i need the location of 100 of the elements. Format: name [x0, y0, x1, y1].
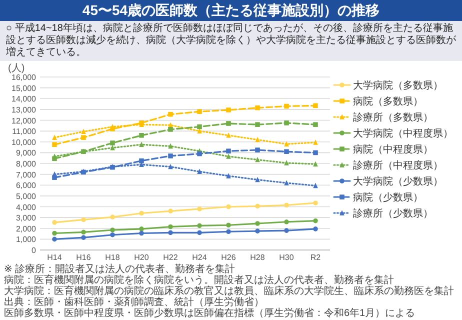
point [284, 160, 289, 166]
y-tick-label: 15,000 [12, 84, 37, 93]
point [284, 219, 289, 224]
legend-label: 大学病院（中程度県） [353, 128, 453, 140]
y-tick-label: 13,000 [12, 105, 37, 114]
x-tick-label: R2 [310, 253, 322, 262]
source-note: 出典：医師・歯科医師・薬剤師調査、統計（厚生労働省） [4, 297, 265, 308]
point [52, 220, 57, 225]
point [226, 154, 231, 159]
y-tick-label: 8,000 [16, 160, 37, 168]
point [197, 206, 202, 212]
point [284, 149, 289, 154]
chart-title: 45〜54歳の医師数（主たる従事施設別）の推移 [0, 0, 462, 21]
point [226, 229, 231, 234]
point [284, 228, 289, 233]
legend-label: 病院（多数県） [353, 96, 423, 108]
point [284, 141, 289, 146]
point [139, 226, 144, 232]
legend-label: 診療所（中程度県） [353, 160, 443, 172]
point [197, 168, 202, 174]
point [81, 128, 86, 134]
point [313, 161, 318, 166]
point [255, 136, 260, 142]
x-tick-label: H18 [105, 253, 120, 262]
point [139, 158, 144, 164]
point [313, 103, 318, 108]
point [197, 124, 202, 130]
point [226, 204, 231, 210]
point [81, 235, 86, 240]
point [197, 151, 202, 156]
legend-label: 大学病院（多数県） [353, 80, 443, 92]
point [52, 230, 57, 236]
point [52, 134, 57, 140]
legend-label: 病院（中程度県） [353, 144, 433, 156]
y-tick-label: 7,000 [16, 170, 37, 180]
point [255, 122, 260, 127]
point [284, 104, 289, 109]
point [313, 122, 318, 127]
point [110, 232, 115, 238]
point [255, 176, 260, 182]
point [197, 109, 202, 114]
legend-label: 診療所（少数県） [353, 208, 433, 220]
text: 大学病院：医育機関附属の病院の臨床系の教官又は教員、臨床系の大学院生、臨床系の勤務医を集計 [4, 286, 455, 297]
point [226, 148, 231, 154]
point [226, 132, 231, 138]
x-tick-label: H28 [250, 253, 266, 262]
legend-label: 診療所（多数県） [353, 112, 433, 124]
x-tick-label: H22 [163, 253, 178, 262]
point [284, 202, 289, 208]
point [110, 124, 115, 130]
point [255, 148, 260, 152]
x-tick-label: H30 [279, 253, 294, 262]
y-tick-label: 1,000 [16, 235, 37, 244]
point [226, 222, 231, 228]
point [168, 164, 173, 170]
point [226, 121, 231, 126]
point [313, 218, 318, 224]
point [139, 210, 144, 216]
y-tick-label: 12,000 [12, 116, 37, 126]
y-tick-label: 10,000 [12, 138, 37, 147]
point [255, 228, 260, 234]
point [226, 108, 231, 112]
point [81, 135, 86, 140]
point [313, 200, 318, 206]
point [168, 127, 173, 132]
point [313, 226, 318, 232]
point [313, 182, 318, 188]
point [110, 140, 115, 146]
point [255, 221, 260, 226]
x-tick-label: H26 [221, 253, 236, 262]
point [197, 223, 202, 228]
y-tick-label: 2,000 [16, 224, 37, 234]
chart-subtitle: ○ 平成14~18年頃は、病院と診療所で医師数はほぼ同じであったが、その後、診療所を主たる従事施設とする医師数は減少を続け、病院（大学病院を除く）や大学病院を主たる従事施設とする医師数が増えてきている。 [0, 21, 462, 61]
y-axis-title: (人) [8, 63, 25, 74]
point [255, 156, 260, 162]
point [284, 120, 289, 126]
legend-label: 病院（少数県） [353, 192, 423, 204]
y-tick-label: 14,000 [12, 94, 37, 104]
x-tick-label: H20 [134, 253, 150, 262]
point [52, 236, 57, 242]
point [197, 230, 202, 236]
y-tick-label: 4,000 [16, 202, 37, 212]
point [255, 204, 260, 209]
point [139, 142, 144, 147]
y-tick-label: 9,000 [16, 148, 37, 158]
point [81, 217, 86, 222]
y-tick-label: 16,000 [12, 73, 37, 82]
point [226, 173, 231, 178]
text: ※ 診療所：開設者又は法人の代表者、勤務者を集計 [4, 264, 236, 275]
text: 病院：医育機関附属の病院を除く病院をいう。開設者又は法人の代表者、勤務者を集計 [4, 275, 394, 286]
point [52, 142, 57, 147]
point [110, 214, 115, 220]
y-tick-label: 11,000 [12, 127, 37, 136]
point [313, 140, 318, 145]
point [139, 230, 144, 236]
point [284, 180, 289, 186]
point [110, 228, 115, 232]
x-tick-label: H14 [47, 253, 62, 262]
point [168, 143, 173, 149]
x-tick-label: H16 [76, 253, 92, 262]
